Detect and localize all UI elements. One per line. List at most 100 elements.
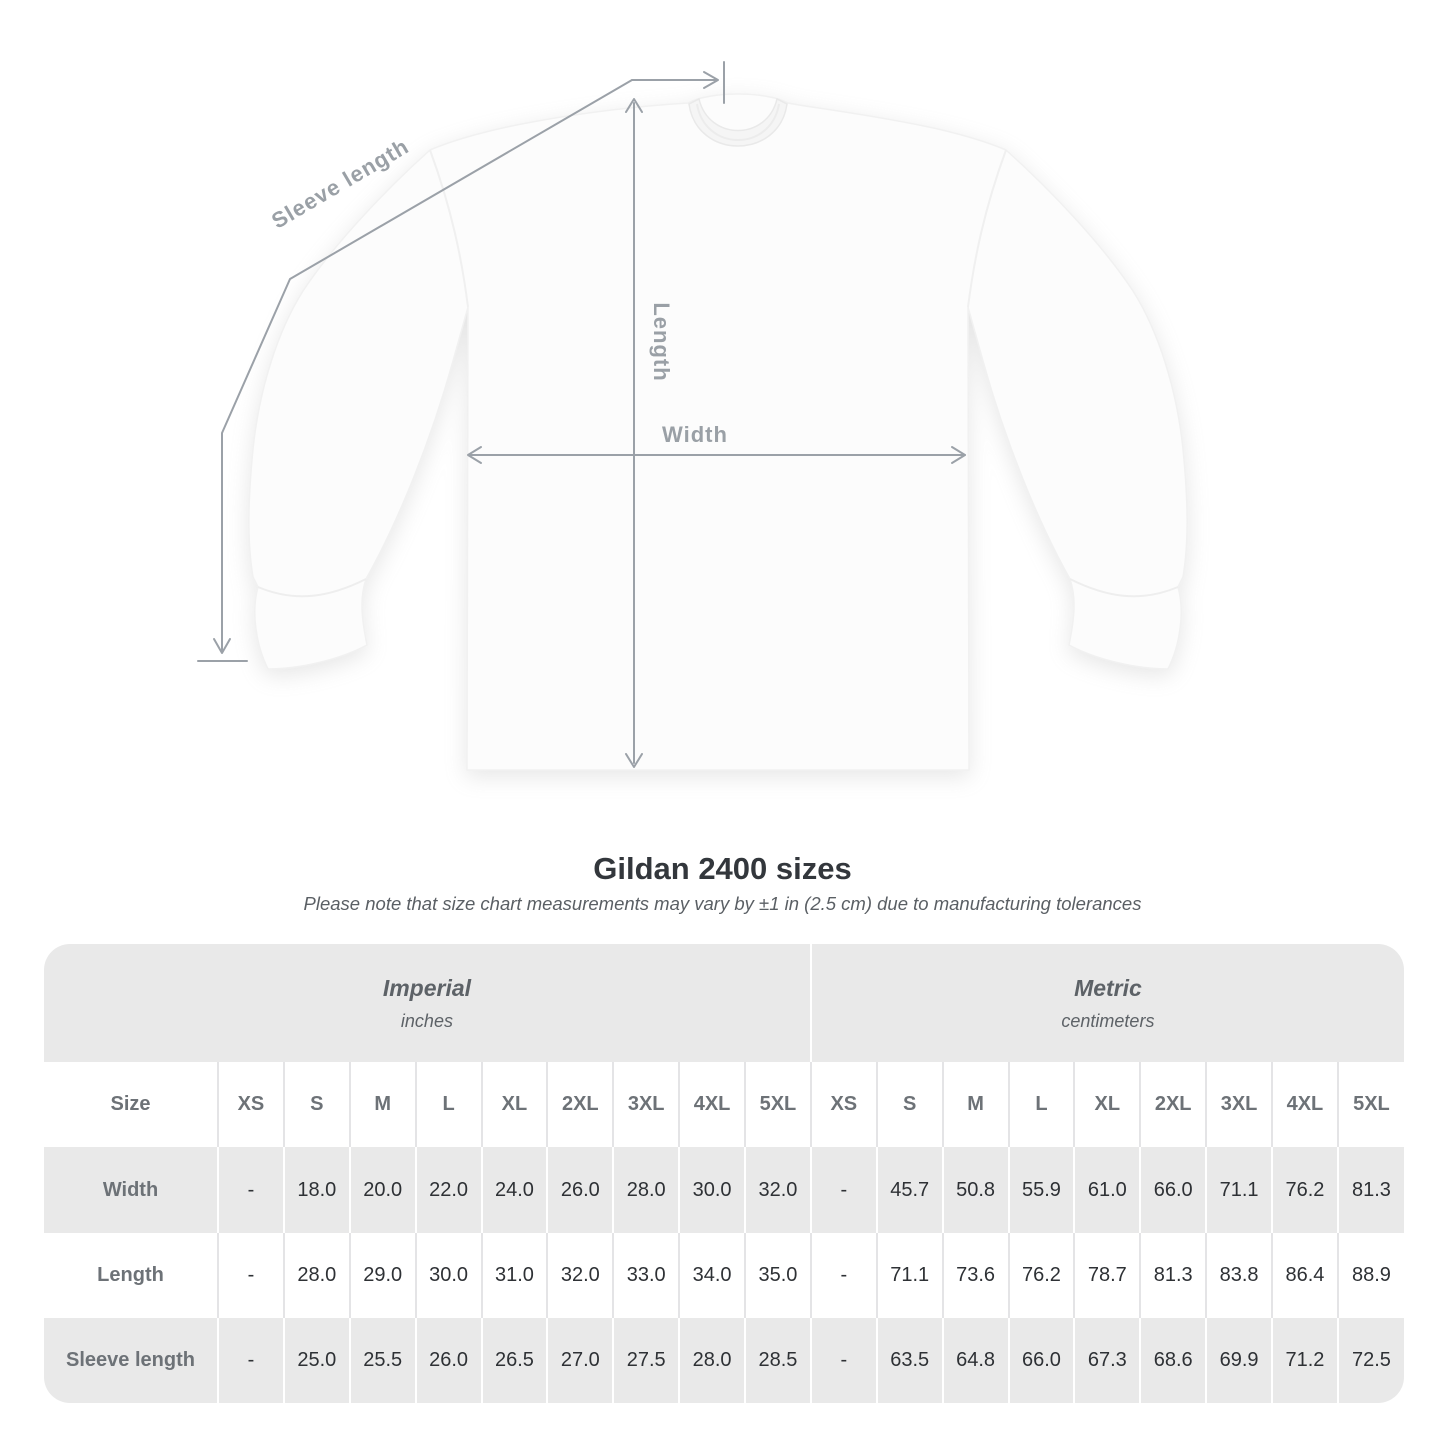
length-label: Length — [649, 302, 674, 381]
cell: 66.0 — [1139, 1147, 1207, 1233]
metric-label: Metric — [1074, 974, 1142, 1001]
cell: 76.2 — [1271, 1147, 1338, 1233]
cell: 30.0 — [678, 1147, 745, 1233]
cell: 86.4 — [1271, 1232, 1338, 1318]
cell: 73.6 — [941, 1232, 1009, 1318]
size-column-header: Size — [110, 1093, 151, 1116]
table-row-sleeve-length: Sleeve length - 25.0 25.5 26.0 26.5 27.0… — [44, 1317, 1404, 1403]
width-arrow — [467, 446, 966, 464]
size-header-l-metric: L — [1007, 1062, 1075, 1148]
table-row-width: Width - 18.0 20.0 22.0 24.0 26.0 28.0 30… — [44, 1147, 1404, 1233]
imperial-label: Imperial — [382, 974, 472, 1001]
page-title: Gildan 2400 sizes — [593, 851, 852, 886]
cell: 55.9 — [1007, 1147, 1075, 1233]
table-row-length: Length - 28.0 29.0 30.0 31.0 32.0 33.0 3… — [44, 1232, 1404, 1318]
cell: 25.5 — [348, 1317, 416, 1403]
cell: 63.5 — [875, 1317, 943, 1403]
cell: - — [809, 1317, 877, 1403]
cell: 33.0 — [612, 1232, 680, 1318]
cell: 29.0 — [348, 1232, 416, 1318]
cell: 32.0 — [546, 1232, 614, 1318]
row-label: Length — [97, 1263, 164, 1286]
cell: 68.6 — [1139, 1317, 1207, 1403]
cell: 22.0 — [414, 1147, 482, 1233]
cell: 78.7 — [1073, 1232, 1141, 1318]
tolerance-note: Please note that size chart measurements… — [303, 893, 1142, 914]
cell: 50.8 — [941, 1147, 1009, 1233]
size-header-5xl-metric: 5XL — [1336, 1062, 1404, 1148]
unit-group-metric: Metric centimeters — [809, 944, 1404, 1063]
cell: - — [809, 1232, 877, 1318]
size-header-xl-metric: XL — [1073, 1062, 1141, 1148]
size-header-s-metric: S — [875, 1062, 943, 1148]
cell: 28.0 — [612, 1147, 680, 1233]
cell: 27.5 — [612, 1317, 680, 1403]
cell: 83.8 — [1205, 1232, 1272, 1318]
cell: 30.0 — [414, 1232, 482, 1318]
size-header-2xl-metric: 2XL — [1139, 1062, 1207, 1148]
size-header-m-metric: M — [941, 1062, 1009, 1148]
cell: 24.0 — [480, 1147, 548, 1233]
cell: 81.3 — [1336, 1147, 1404, 1233]
cell: 31.0 — [480, 1232, 548, 1318]
cell: 26.5 — [480, 1317, 548, 1403]
size-header-3xl-imperial: 3XL — [612, 1062, 680, 1148]
row-label: Sleeve length — [66, 1348, 195, 1371]
cell: 71.2 — [1271, 1317, 1338, 1403]
length-arrow — [625, 98, 643, 768]
size-header-l-imperial: L — [414, 1062, 482, 1148]
sleeve-length-arrow — [197, 61, 725, 662]
size-chart-table: Imperial inches Metric centimeters Size … — [44, 944, 1404, 1403]
cell: 32.0 — [744, 1147, 811, 1233]
size-header-xl-imperial: XL — [480, 1062, 548, 1148]
size-header-row: Size XS S M L XL 2XL 3XL 4XL 5XL XS S M … — [44, 1062, 1404, 1148]
cell: 18.0 — [282, 1147, 350, 1233]
size-header-5xl-imperial: 5XL — [744, 1062, 811, 1148]
size-header-4xl-imperial: 4XL — [678, 1062, 745, 1148]
cell: 28.5 — [744, 1317, 811, 1403]
cell: 71.1 — [1205, 1147, 1272, 1233]
width-label: Width — [662, 422, 728, 447]
size-header-2xl-imperial: 2XL — [546, 1062, 614, 1148]
cell: - — [217, 1232, 284, 1318]
size-header-xs-imperial: XS — [217, 1062, 284, 1148]
row-label: Width — [102, 1178, 159, 1201]
cell: 67.3 — [1073, 1317, 1141, 1403]
size-header-4xl-metric: 4XL — [1271, 1062, 1338, 1148]
cell: 28.0 — [678, 1317, 745, 1403]
unit-group-imperial: Imperial inches — [44, 944, 811, 1063]
cell: 61.0 — [1073, 1147, 1141, 1233]
cell: - — [217, 1317, 284, 1403]
cell: 88.9 — [1336, 1232, 1404, 1318]
cell: 34.0 — [678, 1232, 745, 1318]
cell: 69.9 — [1205, 1317, 1272, 1403]
shirt-illustration: Sleeve length Length Width — [197, 61, 1188, 771]
cell: 25.0 — [282, 1317, 350, 1403]
cell: 76.2 — [1007, 1232, 1075, 1318]
size-diagram: Sleeve length Length Width — [197, 61, 1188, 771]
cell: 26.0 — [546, 1147, 614, 1233]
cell: 28.0 — [282, 1232, 350, 1318]
size-header-s-imperial: S — [282, 1062, 350, 1148]
size-header-3xl-metric: 3XL — [1205, 1062, 1272, 1148]
cell: 72.5 — [1336, 1317, 1404, 1403]
cell: 64.8 — [941, 1317, 1009, 1403]
size-chart-card: Imperial inches Metric centimeters Size … — [44, 944, 1404, 1403]
cell: 26.0 — [414, 1317, 482, 1403]
cell: 20.0 — [348, 1147, 416, 1233]
cell: 71.1 — [875, 1232, 943, 1318]
metric-sublabel: centimeters — [1061, 1010, 1155, 1031]
cell: 81.3 — [1139, 1232, 1207, 1318]
shirt-body — [248, 93, 1188, 771]
size-header-m-imperial: M — [348, 1062, 416, 1148]
cell: 45.7 — [875, 1147, 943, 1233]
imperial-sublabel: inches — [400, 1010, 453, 1031]
cell: - — [809, 1147, 877, 1233]
unit-band-row: Imperial inches Metric centimeters — [44, 944, 1404, 1063]
cell: 66.0 — [1007, 1317, 1075, 1403]
size-header-xs-metric: XS — [809, 1062, 877, 1148]
cell: 35.0 — [744, 1232, 811, 1318]
cell: - — [217, 1147, 284, 1233]
collar — [688, 97, 788, 147]
cell: 27.0 — [546, 1317, 614, 1403]
